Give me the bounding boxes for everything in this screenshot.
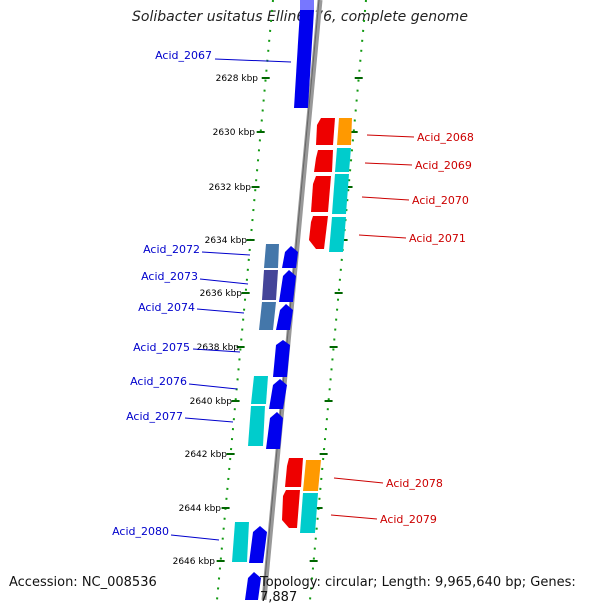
gene-label-acid-2069[interactable]: Acid_2069: [415, 159, 472, 172]
gene-label-acid-2067[interactable]: Acid_2067: [155, 49, 212, 62]
gene-label-acid-2073[interactable]: Acid_2073: [141, 270, 198, 283]
gene-label-acid-2074[interactable]: Acid_2074: [138, 301, 195, 314]
accession-text: Accession: NC_008536: [9, 575, 157, 590]
tick-label: 2634 kbp: [205, 236, 248, 246]
track-outline-left: [216, 0, 274, 600]
gene-acid-2074[interactable]: [259, 302, 276, 330]
tick-label: 2646 kbp: [173, 557, 216, 567]
gene-acid-2078[interactable]: [285, 458, 303, 487]
genome-stats-text: Topology: circular; Length: 9,965,640 bp…: [260, 575, 576, 605]
gene-acid-2077[interactable]: [248, 406, 265, 446]
tick-label: 2636 kbp: [200, 289, 243, 299]
tick-label: 2632 kbp: [209, 183, 252, 193]
gene-acid-2069[interactable]: [314, 150, 333, 172]
gene-acid-2071[interactable]: [309, 216, 328, 249]
tick-label: 2640 kbp: [190, 397, 233, 407]
gene-acid-2080[interactable]: [232, 522, 249, 562]
gene-label-acid-2068[interactable]: Acid_2068: [417, 131, 474, 144]
gene-acid-2072[interactable]: [264, 244, 279, 268]
gene-acid-2079[interactable]: [282, 490, 300, 528]
gene-acid-2075[interactable]: [273, 340, 290, 377]
gene-label-acid-2071[interactable]: Acid_2071: [409, 232, 466, 245]
gene-acid-2076[interactable]: [251, 376, 268, 404]
gene-label-acid-2075[interactable]: Acid_2075: [133, 341, 190, 354]
gene-label-acid-2072[interactable]: Acid_2072: [143, 243, 200, 256]
gene-bottom-forward[interactable]: [245, 572, 261, 600]
gene-acid-2070[interactable]: [311, 176, 331, 212]
tick-label: 2628 kbp: [216, 74, 259, 84]
gene-acid-2073[interactable]: [282, 246, 298, 268]
tick-label: 2642 kbp: [185, 450, 228, 460]
gene-label-acid-2077[interactable]: Acid_2077: [126, 410, 183, 423]
gene-label-acid-2080[interactable]: Acid_2080: [112, 525, 169, 538]
tick-label: 2638 kbp: [197, 343, 240, 353]
track-outline-right: [309, 0, 367, 600]
gene-label-acid-2076[interactable]: Acid_2076: [130, 375, 187, 388]
gene-label-acid-2078[interactable]: Acid_2078: [386, 477, 443, 490]
tick-label: 2630 kbp: [213, 128, 256, 138]
gene-label-acid-2070[interactable]: Acid_2070: [412, 194, 469, 207]
gene-label-acid-2079[interactable]: Acid_2079: [380, 513, 437, 526]
gene-acid-2068[interactable]: [316, 118, 335, 145]
tick-label: 2644 kbp: [179, 504, 222, 514]
gene-acid-2067[interactable]: [294, 10, 314, 108]
